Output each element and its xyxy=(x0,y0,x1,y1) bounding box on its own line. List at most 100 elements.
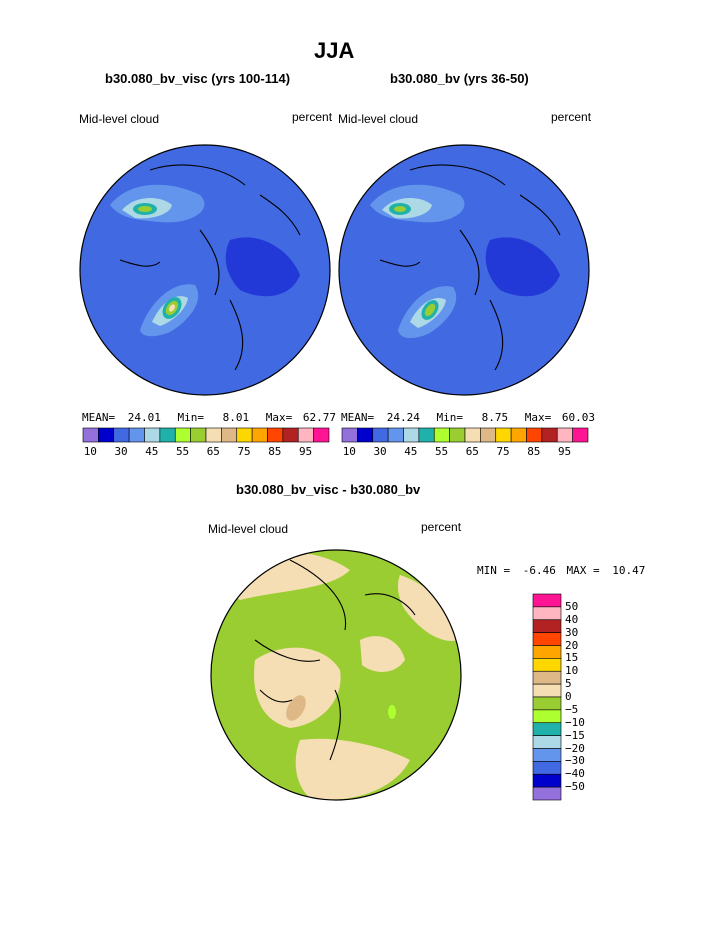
colorbar-swatch xyxy=(541,427,558,443)
panel2-map xyxy=(339,145,589,395)
panel2-max-value: 60.03 xyxy=(561,411,595,424)
panel1-map xyxy=(80,145,330,395)
colorbar-swatch xyxy=(282,427,299,443)
panel2-colorbar xyxy=(341,427,589,443)
panel1-field-15 xyxy=(225,237,300,297)
panel3-max-value: 10.47 xyxy=(612,564,646,577)
panel2-map-border xyxy=(338,144,590,396)
panel3-field-0d xyxy=(295,738,410,800)
colorbar-swatch xyxy=(205,427,222,443)
panel2-coastlines xyxy=(379,164,561,371)
colorbar-tick-label: 30 xyxy=(565,625,579,639)
page-title: JJA xyxy=(314,38,355,63)
colorbar-swatch xyxy=(297,427,314,443)
panel1-max-label: Max= xyxy=(265,411,293,424)
panel3-field-5 xyxy=(286,695,306,721)
colorbar-tick-label: 10 xyxy=(83,445,97,458)
panel3-units-label: percent xyxy=(421,520,462,534)
colorbar-tick-label: −50 xyxy=(565,780,585,794)
panel3-map-border xyxy=(210,549,462,801)
colorbar-swatch xyxy=(464,427,481,443)
colorbar-swatch xyxy=(267,427,284,443)
colorbar-tick-label: 10 xyxy=(342,445,356,458)
colorbar-tick-label: 65 xyxy=(465,445,479,458)
colorbar-tick-label: 30 xyxy=(373,445,387,458)
colorbar-tick-label: 65 xyxy=(206,445,220,458)
panel3-min-value: -6.46 xyxy=(522,564,556,577)
panel3-max-label: MAX = xyxy=(566,564,600,577)
colorbar-swatch xyxy=(341,427,358,443)
panel1-field-75a xyxy=(138,206,152,212)
panel3-min-label: MIN = xyxy=(477,564,511,577)
colorbar-swatch xyxy=(449,427,466,443)
colorbar-swatch xyxy=(532,748,562,762)
panel3-colorbar xyxy=(532,593,562,801)
panel2-max-label: Max= xyxy=(524,411,552,424)
panel2-variable-label: Mid-level cloud xyxy=(338,112,419,126)
panel1-mean-label: MEAN= xyxy=(82,411,116,424)
panel3-variable-label: Mid-level cloud xyxy=(208,522,289,536)
colorbar-swatch xyxy=(113,427,130,443)
colorbar-swatch xyxy=(532,696,562,711)
colorbar-tick-label: 75 xyxy=(237,445,251,458)
colorbar-swatch xyxy=(532,786,562,801)
colorbar-tick-label: 50 xyxy=(565,599,579,613)
panel1-field-85b xyxy=(168,304,176,312)
panel1-coastlines xyxy=(119,164,301,371)
panel1-min-value: 8.01 xyxy=(222,411,250,424)
colorbar-swatch xyxy=(128,427,145,443)
colorbar-swatch xyxy=(532,658,562,672)
colorbar-swatch xyxy=(190,427,207,443)
colorbar-tick-label: 85 xyxy=(527,445,541,458)
colorbar-tick-label: 45 xyxy=(404,445,418,458)
colorbar-swatch xyxy=(372,427,389,443)
panel1-field-30 xyxy=(80,145,330,395)
colorbar-tick-label: 55 xyxy=(175,445,190,458)
colorbar-tick-label: 10 xyxy=(565,664,579,678)
panel3-field-0b xyxy=(397,575,460,641)
panel1-title: b30.080_bv_visc (yrs 100-114) xyxy=(105,71,291,86)
panel3-stats: MIN = -6.46 MAX = 10.47 xyxy=(477,564,645,577)
colorbar-swatch xyxy=(495,427,512,443)
colorbar-swatch xyxy=(387,427,404,443)
colorbar-swatch xyxy=(510,427,527,443)
colorbar-tick-label: 95 xyxy=(298,445,313,458)
colorbar-tick-label: −30 xyxy=(565,754,585,768)
colorbar-swatch xyxy=(357,427,374,443)
colorbar-tick-label: 55 xyxy=(434,445,449,458)
colorbar-tick-label: −40 xyxy=(565,767,585,781)
panel1-max-value: 62.77 xyxy=(302,411,336,424)
colorbar-swatch xyxy=(532,670,562,685)
panel2-field-75b xyxy=(424,303,436,317)
panel3-title: b30.080_bv_visc - b30.080_bv xyxy=(236,482,421,497)
panel3-field-0e xyxy=(360,636,405,672)
colorbar-tick-label: 75 xyxy=(496,445,510,458)
colorbar-swatch xyxy=(98,427,115,443)
colorbar-swatch xyxy=(572,427,589,443)
colorbar-tick-label: 0 xyxy=(565,690,572,703)
colorbar-swatch xyxy=(526,427,543,443)
panel2-stats: MEAN= 24.24 Min= 8.75 Max= 60.03 xyxy=(341,411,595,424)
colorbar-swatch xyxy=(532,761,562,775)
colorbar-swatch xyxy=(532,606,562,621)
colorbar-swatch xyxy=(433,427,450,443)
panel1-map-border xyxy=(79,144,331,396)
panel1-units-label: percent xyxy=(292,110,333,124)
panel1-colorbar xyxy=(82,427,330,443)
colorbar-swatch xyxy=(532,722,562,736)
colorbar-swatch xyxy=(144,427,161,443)
colorbar-swatch xyxy=(532,632,562,646)
panel2-mean-value: 24.24 xyxy=(386,411,420,424)
colorbar-tick-label: −10 xyxy=(565,715,585,729)
panel2-field-75a xyxy=(394,206,406,212)
colorbar-swatch xyxy=(532,683,562,698)
colorbar-tick-label: 40 xyxy=(565,612,579,626)
colorbar-tick-label: 20 xyxy=(565,638,579,652)
colorbar-tick-label: 5 xyxy=(565,677,572,691)
colorbar-swatch xyxy=(532,593,562,608)
colorbar-tick-label: −5 xyxy=(565,702,579,716)
panel1-variable-label: Mid-level cloud xyxy=(79,112,160,126)
panel2-units-label: percent xyxy=(551,110,592,124)
colorbar-swatch xyxy=(532,735,562,749)
colorbar-tick-label: 45 xyxy=(145,445,159,458)
